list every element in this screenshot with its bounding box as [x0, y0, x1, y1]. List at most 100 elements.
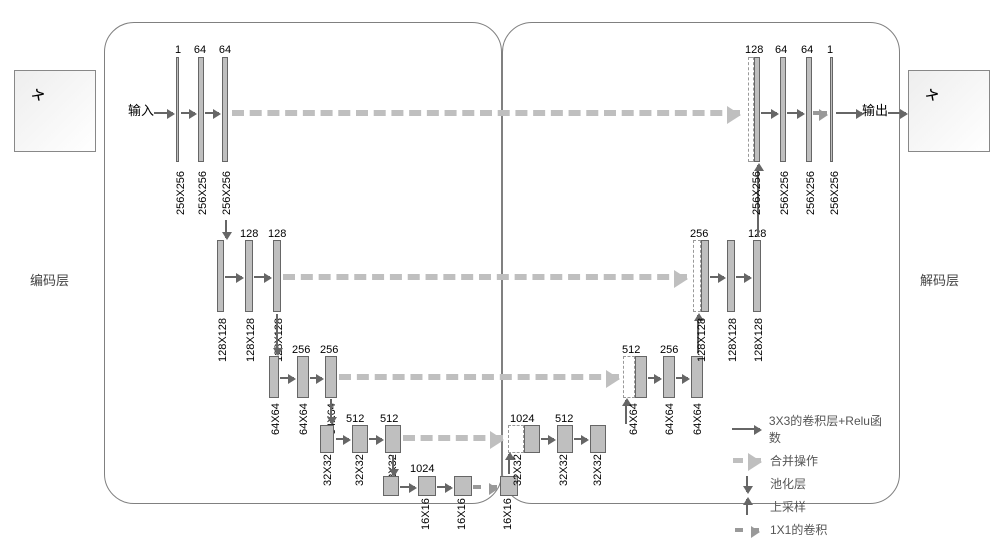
- enc-l4-bar: [352, 425, 368, 453]
- dec-l4-bar: [590, 425, 606, 453]
- dec-l3-bar: [635, 356, 647, 398]
- upsample-arrow: [625, 400, 627, 424]
- ch-label: 512: [622, 344, 640, 356]
- dim-label: 64X64: [664, 403, 676, 435]
- enc-l4-bar: [320, 425, 334, 453]
- ch-label: 128: [268, 228, 286, 240]
- bneck-bar: [383, 476, 399, 496]
- ch-label: 128: [240, 228, 258, 240]
- pool-arrow: [276, 314, 278, 354]
- ch-label: 64: [775, 44, 787, 56]
- skip-connection: [339, 374, 619, 380]
- legend-text: 3X3的卷积层+Relu函数: [769, 412, 890, 446]
- dec-l2-bar: [693, 240, 701, 312]
- dim-label: 32X32: [354, 454, 366, 486]
- enc-l3-bar: [325, 356, 337, 398]
- legend-text: 1X1的卷积: [770, 521, 827, 538]
- ch-label: 1024: [410, 463, 434, 475]
- dec-l4-bar: [557, 425, 573, 453]
- legend-row-pool: 池化层: [730, 475, 890, 492]
- dec-l3-bar: [663, 356, 675, 398]
- ch-label: 128: [745, 44, 763, 56]
- output-label: 输出: [862, 100, 888, 119]
- bneck-bar: [454, 476, 472, 496]
- dim-label: 64X64: [298, 403, 310, 435]
- enc-l1-bar: [222, 57, 228, 162]
- conv-arrow: [541, 438, 554, 440]
- conv-arrow: [736, 276, 750, 278]
- dim-label: 256X256: [751, 171, 763, 215]
- conv-arrow: [761, 112, 777, 114]
- enc-l1-bar: [176, 57, 179, 162]
- dim-label: 16X16: [420, 498, 432, 530]
- pool-arrow: [330, 399, 332, 423]
- dim-label: 256X256: [779, 171, 791, 215]
- dim-label: 256X256: [829, 171, 841, 215]
- dec-l1-bar: [830, 57, 833, 162]
- dim-label: 16X16: [502, 498, 514, 530]
- dim-label: 256X256: [197, 171, 209, 215]
- dim-label: 128X128: [245, 318, 257, 362]
- conv-arrow: [787, 112, 803, 114]
- conv1x1-arrow: [473, 485, 497, 489]
- dim-label: 32X32: [558, 454, 570, 486]
- ch-label: 64: [191, 44, 209, 56]
- conv-arrow: [225, 276, 242, 278]
- legend-text: 上采样: [770, 498, 806, 515]
- legend-text: 合并操作: [770, 452, 818, 469]
- ch-label: 64: [801, 44, 813, 56]
- conv1x1-arrow: [813, 111, 827, 115]
- conv-arrow: [710, 276, 724, 278]
- dim-label: 128X128: [727, 318, 739, 362]
- pool-arrow: [392, 455, 394, 475]
- enc-l2-bar: [217, 240, 224, 312]
- ch-label: 64: [216, 44, 234, 56]
- conv-arrow: [310, 377, 322, 379]
- input-label: 输入: [128, 100, 154, 119]
- dim-label: 128X128: [217, 318, 229, 362]
- dec-l1-bar: [780, 57, 786, 162]
- ch-label: 512: [380, 413, 398, 425]
- dec-l2-bar: [753, 240, 761, 312]
- dec-l2-bar: [701, 240, 709, 312]
- skip-connection: [283, 274, 687, 280]
- ch-label: 256: [292, 344, 310, 356]
- conv-arrow: [369, 438, 382, 440]
- dec-l4-bar: [508, 425, 524, 453]
- skip-connection: [232, 110, 740, 116]
- input-arrow: [154, 112, 173, 114]
- dim-label: 64X64: [270, 403, 282, 435]
- pool-arrow: [225, 220, 227, 238]
- dim-label: 256X256: [805, 171, 817, 215]
- conv-arrow: [336, 438, 349, 440]
- dim-label: 256X256: [221, 171, 233, 215]
- dec-l2-bar: [727, 240, 735, 312]
- ch-label: 512: [346, 413, 364, 425]
- unet-diagram: 编码层 解码层 ᠰ ᠰ 输入 输出 1 64 64 256X256 256X25…: [0, 0, 1000, 549]
- dec-l4-bar: [524, 425, 540, 453]
- decoder-label: 解码层: [920, 270, 959, 289]
- legend-row-concat: 合并操作: [730, 452, 890, 469]
- ch-label: 1024: [510, 413, 534, 425]
- conv-arrow: [280, 377, 294, 379]
- ch-label: 256: [320, 344, 338, 356]
- legend-row-conv: 3X3的卷积层+Relu函数: [730, 412, 890, 446]
- legend-row-upsample: 上采样: [730, 498, 890, 515]
- dim-label: 128X128: [753, 318, 765, 362]
- enc-l3-bar: [297, 356, 309, 398]
- bneck-bar: [418, 476, 436, 496]
- conv-arrow: [181, 112, 195, 114]
- input-image: ᠰ: [14, 70, 96, 152]
- dim-label: 256X256: [175, 171, 187, 215]
- dec-l3-bar: [623, 356, 635, 398]
- conv-arrow: [648, 377, 660, 379]
- dec-l1-bar: [806, 57, 812, 162]
- dec-l3-bar: [691, 356, 703, 398]
- conv-arrow: [676, 377, 688, 379]
- conv-arrow: [400, 486, 415, 488]
- enc-l4-bar: [385, 425, 401, 453]
- enc-l2-bar: [273, 240, 281, 312]
- skip-connection: [403, 435, 503, 441]
- dim-label: 64X64: [692, 403, 704, 435]
- upsample-arrow: [508, 454, 510, 474]
